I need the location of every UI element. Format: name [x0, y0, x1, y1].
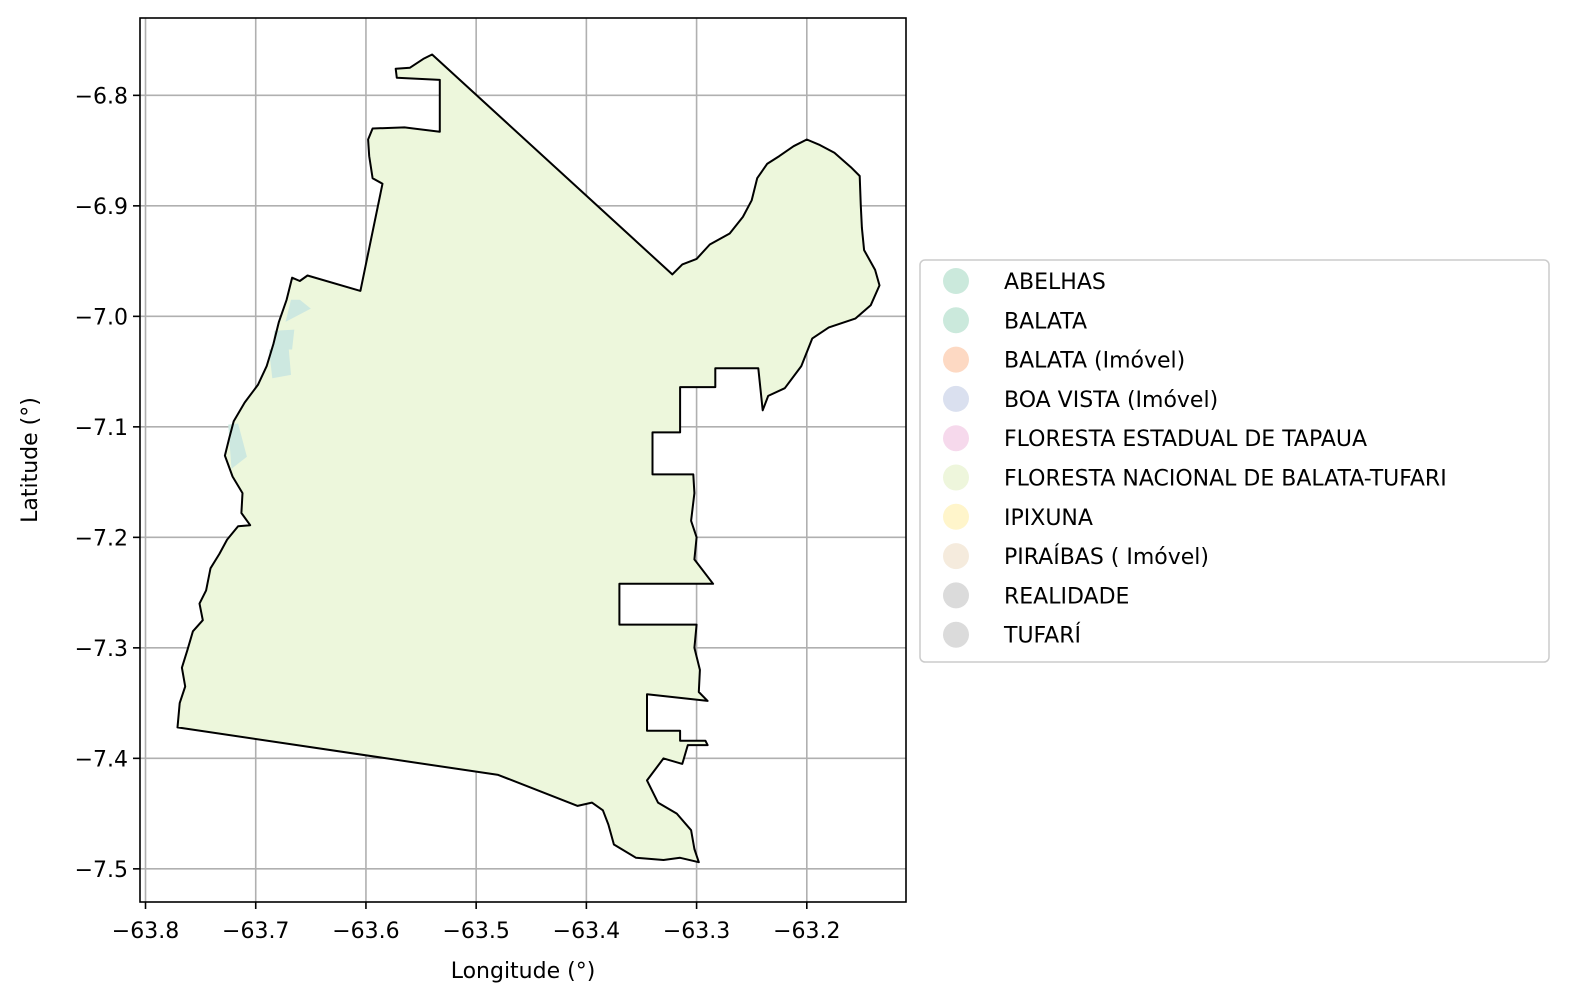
legend-label: FLORESTA ESTADUAL DE TAPAUA [1004, 427, 1367, 452]
legend-marker [943, 582, 969, 609]
main-area-outline [176, 53, 881, 864]
legend-label: TUFARÍ [1003, 623, 1081, 649]
y-tick-label: −6.9 [75, 195, 128, 220]
legend-label: PIRAÍBAS ( Imóvel) [1004, 544, 1209, 570]
legend-marker [943, 503, 969, 530]
x-axis-label: Longitude (°) [451, 959, 596, 984]
y-tick-label: −7.2 [75, 526, 128, 551]
legend-marker [943, 425, 969, 452]
small-parcels [228, 299, 311, 469]
legend-frame [919, 259, 1550, 663]
plot-area: −63.8 −63.7 −63.6 −63.5 −63.4 −63.3 −63.2 −6.8 −… [75, 17, 907, 944]
axis-ticks: −63.8 −63.7 −63.6 −63.5 −63.4 −63.3 −63.2 −6.8 −… [75, 84, 841, 944]
x-tick-label: −63.7 [222, 919, 289, 944]
y-tick-label: −7.4 [75, 747, 128, 772]
y-tick-label: −7.1 [75, 416, 128, 441]
legend-marker [943, 268, 969, 294]
parcel-polygon [269, 349, 291, 379]
legend-marker [943, 307, 969, 334]
legend-items: ABELHAS BALATA BALATA (Imóvel) BOA VISTA (I… [943, 268, 1447, 649]
legend-label: FLORESTA NACIONAL DE BALATA-TUFARI [1004, 467, 1447, 492]
map-areas [176, 53, 881, 864]
legend-label: ABELHAS [1004, 270, 1106, 295]
legend-label: REALIDADE [1004, 584, 1129, 609]
x-tick-label: −63.2 [773, 919, 840, 944]
axes-frame [139, 17, 907, 903]
parcel-polygon [272, 329, 295, 350]
legend-label: BALATA [1004, 309, 1087, 334]
x-tick-label: −63.3 [663, 919, 730, 944]
x-tick-label: −63.8 [112, 919, 179, 944]
y-tick-label: −7.3 [75, 637, 128, 662]
legend-marker [943, 543, 969, 570]
legend-marker [943, 385, 969, 412]
x-tick-label: −63.5 [442, 919, 509, 944]
main-area-polygon [177, 54, 880, 863]
legend-marker [943, 346, 969, 373]
y-axis-label: Latitude (°) [18, 397, 43, 523]
legend: ABELHAS BALATA BALATA (Imóvel) BOA VISTA (I… [919, 259, 1550, 663]
legend-label: BOA VISTA (Imóvel) [1004, 388, 1218, 413]
parcel-polygon [228, 423, 247, 469]
y-tick-label: −6.8 [75, 84, 128, 109]
y-tick-label: −7.0 [75, 305, 128, 330]
legend-marker [943, 464, 969, 491]
x-tick-label: −63.4 [553, 919, 620, 944]
legend-label: IPIXUNA [1004, 506, 1093, 531]
legend-label: BALATA (Imóvel) [1004, 349, 1185, 374]
x-tick-label: −63.6 [332, 919, 399, 944]
legend-marker [943, 621, 969, 648]
parcel-polygon [285, 299, 311, 322]
y-tick-label: −7.5 [75, 858, 128, 883]
